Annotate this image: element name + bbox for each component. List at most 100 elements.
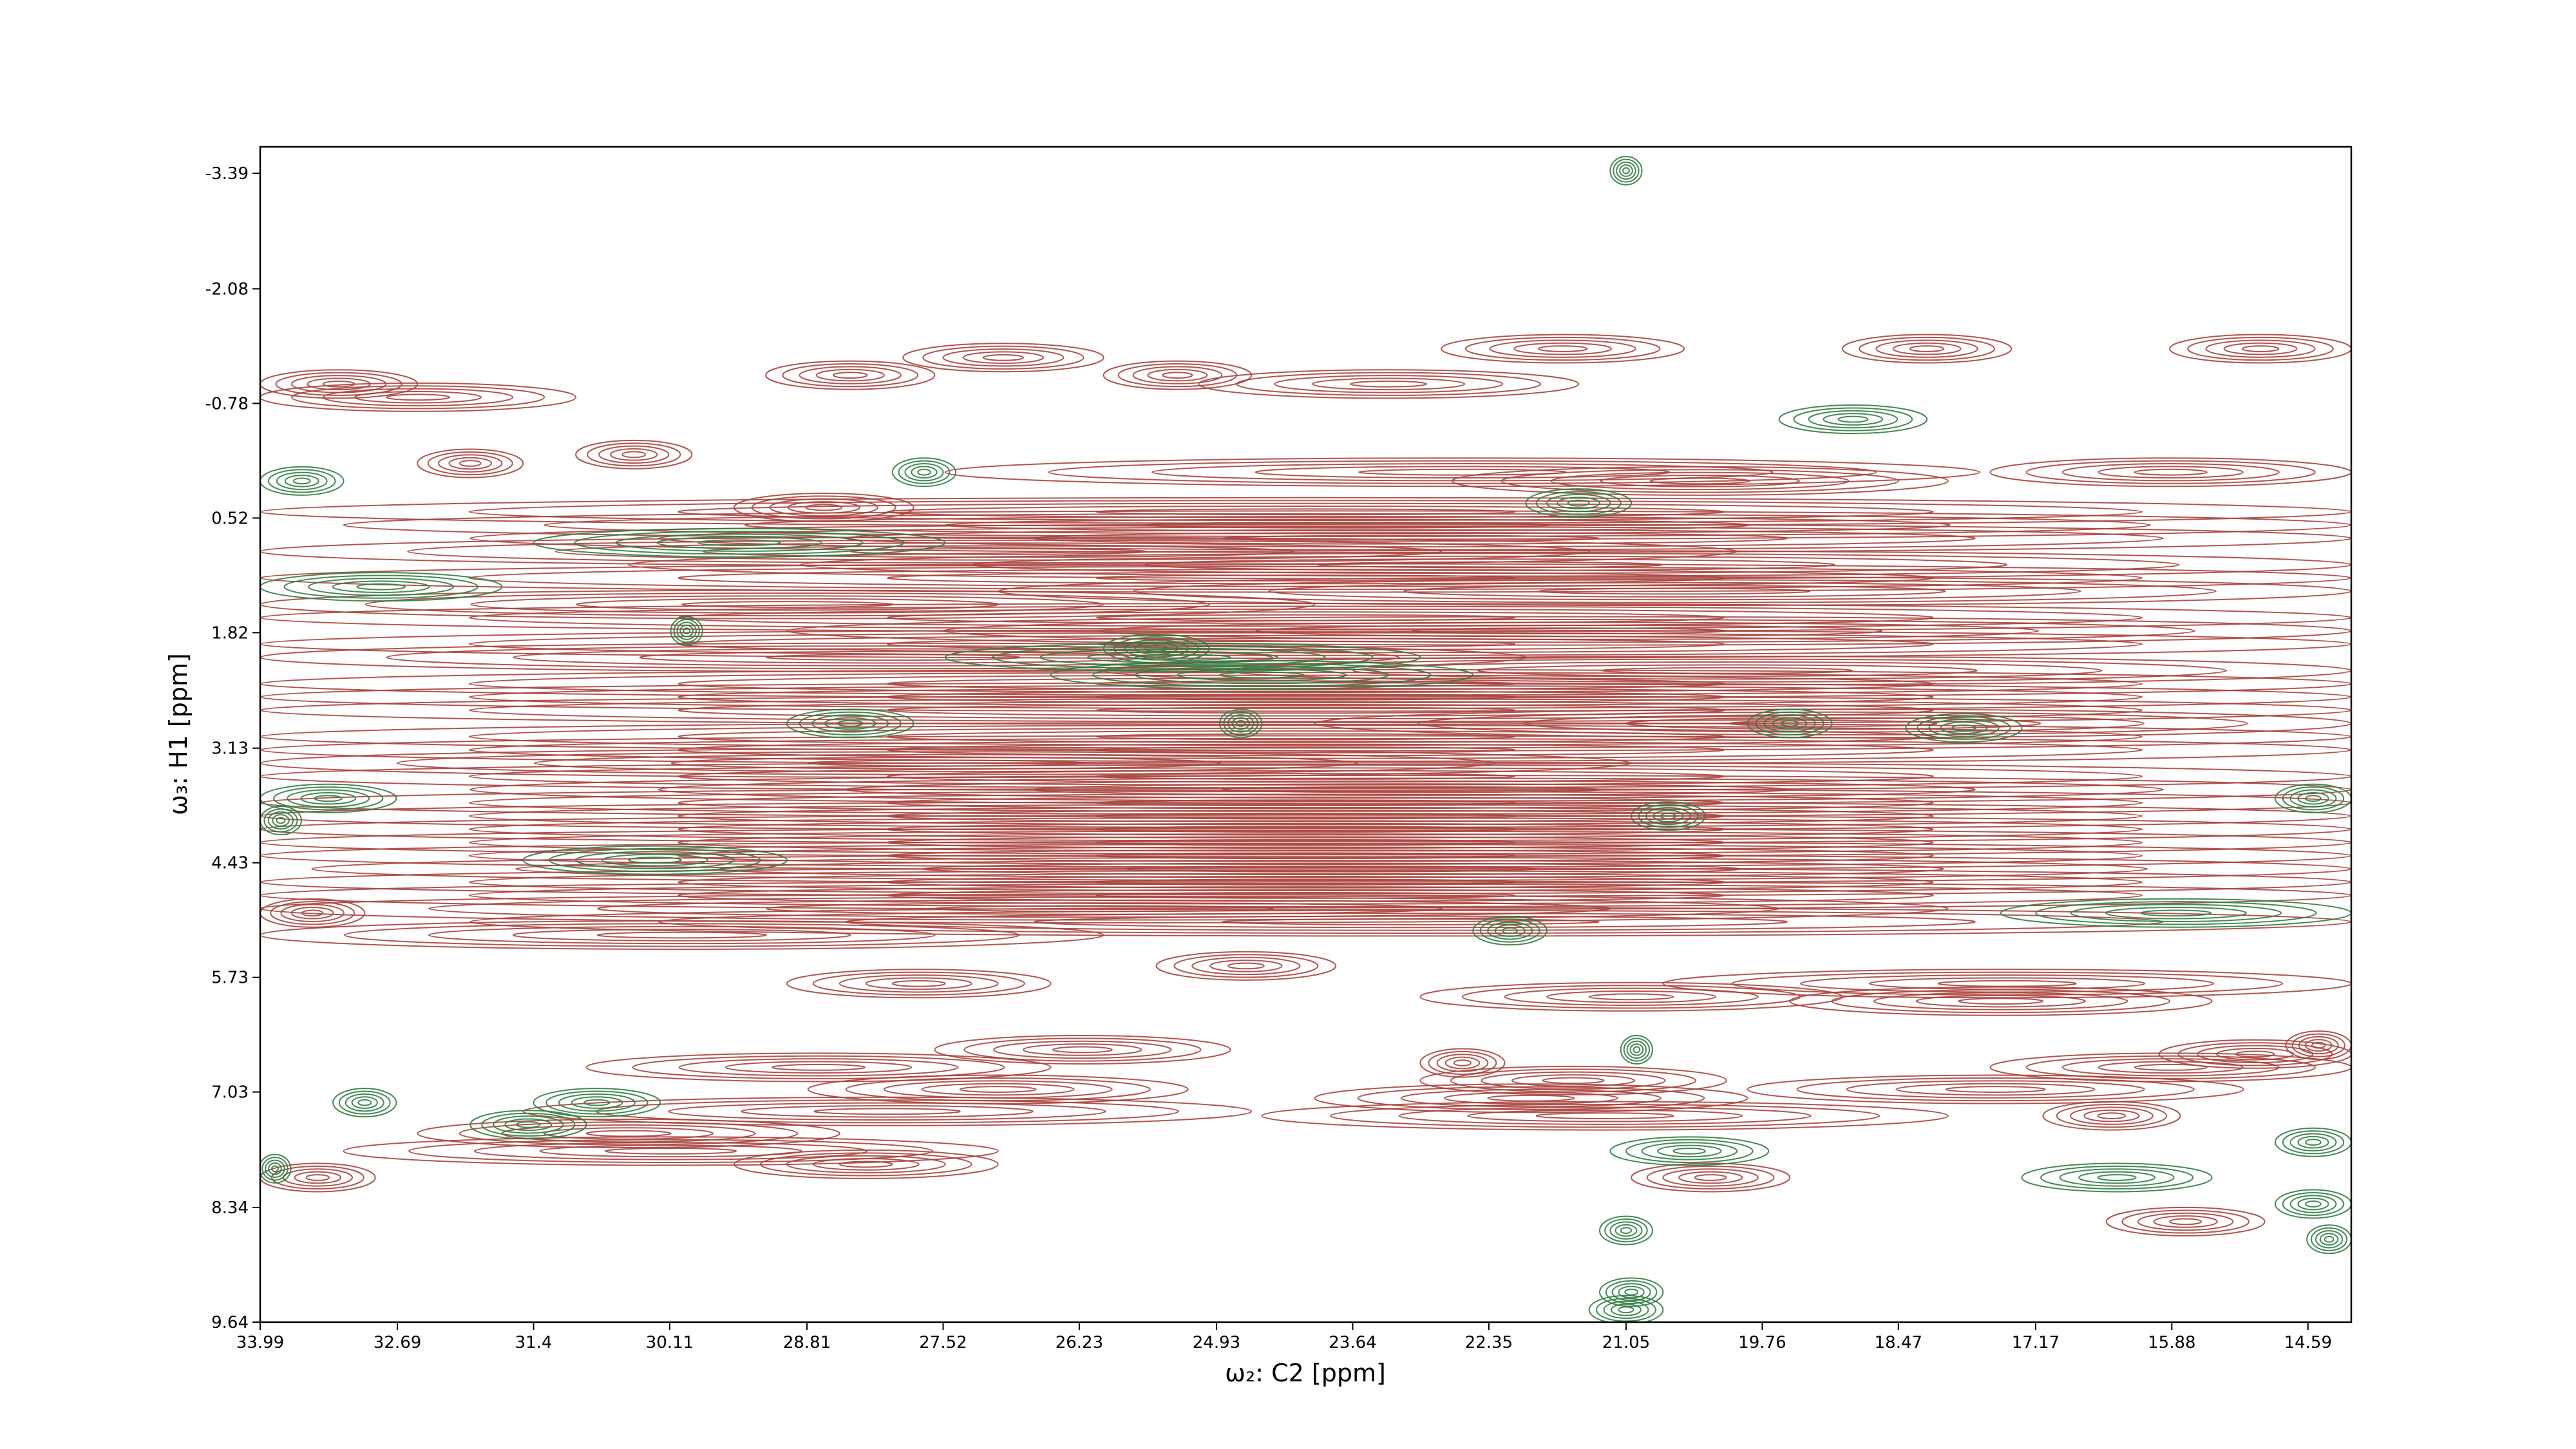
contour-ring bbox=[628, 857, 682, 864]
contour-ring bbox=[782, 363, 919, 388]
contour-ring bbox=[1222, 918, 1600, 925]
contour-ring bbox=[307, 377, 371, 391]
contour-ring bbox=[408, 1139, 934, 1163]
contour-ring bbox=[1191, 956, 1301, 976]
contour-ring bbox=[724, 1061, 913, 1074]
contour-ring bbox=[1400, 1089, 1662, 1108]
contour-ring bbox=[677, 846, 1934, 865]
contour-ring bbox=[1609, 1136, 1770, 1166]
contour-ring bbox=[1274, 375, 1504, 393]
contour-ring bbox=[1660, 812, 1676, 820]
contour-ring bbox=[272, 814, 290, 827]
contour-ring bbox=[260, 920, 1104, 950]
contour-ring bbox=[1841, 334, 2012, 364]
contour-ring bbox=[1611, 1283, 1651, 1302]
contour-ring bbox=[982, 354, 1025, 361]
x-tick-label: 28.81 bbox=[783, 1333, 831, 1352]
contour-ring bbox=[468, 883, 2143, 907]
contour-ring bbox=[1218, 708, 1263, 739]
contour-ring bbox=[1875, 339, 1978, 358]
contour-ring bbox=[898, 460, 951, 484]
contour-ring bbox=[1504, 987, 1759, 1007]
contour-ring bbox=[697, 539, 782, 547]
contour-ring bbox=[1772, 717, 1808, 730]
x-axis-label: ω₂: C2 [ppm] bbox=[1225, 1359, 1386, 1387]
contour-ring bbox=[1511, 1074, 1636, 1087]
contour-ring bbox=[300, 791, 357, 805]
y-tick-label: 3.13 bbox=[211, 739, 249, 759]
contour-ring bbox=[291, 385, 545, 410]
contour-ring bbox=[1151, 462, 1774, 482]
contour-ring bbox=[1236, 372, 1542, 396]
contour-ring bbox=[504, 1118, 553, 1132]
contour-ring bbox=[1747, 1074, 2244, 1104]
contour-ring bbox=[962, 351, 1045, 365]
contour-ring bbox=[1780, 719, 1799, 727]
contour-ring bbox=[1428, 1050, 1497, 1075]
contour-ring bbox=[1330, 1104, 1880, 1128]
contour-ring bbox=[677, 873, 1934, 892]
contour-ring bbox=[260, 788, 2351, 818]
contour-ring bbox=[765, 360, 936, 390]
contour-ring bbox=[1747, 708, 1833, 739]
contour-ring bbox=[2315, 1230, 2344, 1249]
contour-ring bbox=[265, 1159, 285, 1178]
contour-ring bbox=[283, 574, 478, 599]
contour-ring bbox=[332, 580, 430, 593]
contour-ring bbox=[1789, 986, 2213, 1016]
contour-ring bbox=[922, 345, 1084, 370]
contour-ring bbox=[260, 898, 366, 928]
y-tick-label: 9.64 bbox=[211, 1313, 249, 1332]
contour-ring bbox=[468, 605, 2143, 630]
contour-ring bbox=[308, 577, 455, 596]
contour-ring bbox=[1793, 407, 1913, 431]
contour-ring bbox=[263, 808, 298, 833]
contour-ring bbox=[1588, 993, 1674, 1001]
contour-ring bbox=[678, 1058, 959, 1077]
contour-ring bbox=[260, 466, 345, 496]
contour-ring bbox=[771, 1063, 866, 1071]
contour-ring bbox=[276, 817, 286, 824]
contour-ring bbox=[533, 527, 946, 558]
contour-ring bbox=[1095, 878, 1516, 886]
contour-ring bbox=[621, 451, 647, 459]
contour-ring bbox=[543, 1127, 714, 1140]
contour-ring bbox=[786, 708, 914, 739]
contour-ring bbox=[833, 372, 868, 379]
contour-ring bbox=[2297, 1197, 2329, 1211]
contour-ring bbox=[1267, 582, 2081, 601]
contour-ring bbox=[1398, 1106, 1812, 1125]
contour-ring bbox=[668, 1102, 1106, 1121]
contour-ring bbox=[2177, 1042, 2333, 1066]
contour-ring bbox=[268, 1162, 282, 1175]
contour-ring bbox=[891, 457, 957, 488]
contour-ring bbox=[287, 789, 370, 808]
contour-ring bbox=[575, 439, 693, 469]
contour-ring bbox=[1989, 457, 2351, 488]
contour-ring bbox=[481, 1112, 576, 1137]
contour-ring bbox=[260, 840, 2351, 871]
contour-ring bbox=[1481, 1071, 1666, 1090]
contour-ring bbox=[963, 1037, 1202, 1062]
contour-ring bbox=[2083, 1109, 2140, 1122]
contour-ring bbox=[744, 516, 1951, 535]
axes-frame bbox=[259, 146, 2353, 1323]
contour-ring bbox=[1419, 981, 1843, 1012]
contour-ring bbox=[812, 1158, 920, 1171]
contour-ring bbox=[1352, 661, 2103, 680]
contour-ring bbox=[260, 880, 2351, 911]
x-tick-label: 27.52 bbox=[919, 1333, 967, 1352]
contour-ring bbox=[1441, 334, 1685, 364]
y-axis-label: ω₃: H1 [ppm] bbox=[164, 653, 193, 815]
contour-ring bbox=[1605, 1280, 1658, 1305]
contour-ring bbox=[2021, 1162, 2213, 1193]
contour-ring bbox=[1487, 921, 1533, 940]
contour-ring bbox=[1778, 404, 1928, 435]
contour-ring bbox=[786, 616, 2351, 646]
contour-ring bbox=[260, 1162, 376, 1193]
contour-ring bbox=[1662, 969, 2351, 999]
contour-ring bbox=[533, 1088, 661, 1118]
x-tick-label: 22.35 bbox=[1465, 1333, 1513, 1352]
contour-ring bbox=[2289, 1195, 2337, 1213]
contour-ring bbox=[786, 969, 1052, 999]
